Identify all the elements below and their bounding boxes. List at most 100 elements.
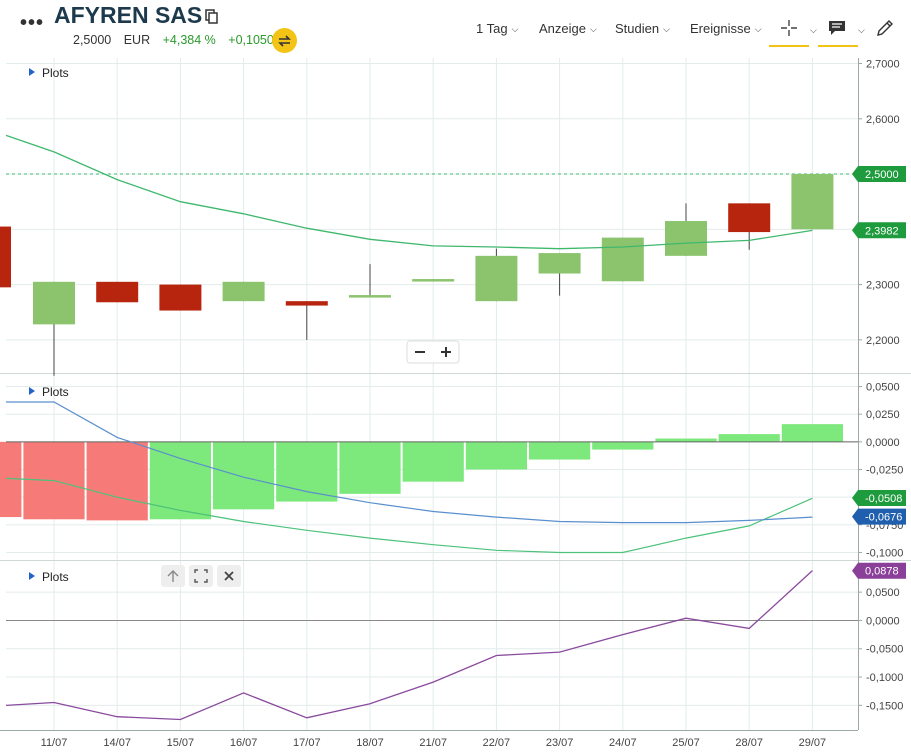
candle-body xyxy=(665,221,707,256)
chevron-down-icon: ⌵ xyxy=(589,24,597,34)
y-tick-label: -0,0250 xyxy=(866,465,903,477)
annotation-chevron-icon[interactable]: ⌵ xyxy=(858,25,865,35)
events-label: Ereignisse xyxy=(690,21,751,36)
chevron-down-icon: ⌵ xyxy=(511,24,519,34)
annotation-icon[interactable] xyxy=(828,20,846,36)
candle[interactable] xyxy=(475,248,518,302)
plots-toggle-price[interactable]: Plots xyxy=(29,66,69,80)
interval-dropdown[interactable]: 1 Tag ⌵ xyxy=(476,21,518,36)
y-tick-label: 2,6000 xyxy=(866,114,900,126)
oscillator-pane[interactable]: 0,0500 0,0000 -0,0500 -0,1000 -0,1500 0,0878 xyxy=(5,562,906,721)
last-price: 2,5000 xyxy=(73,33,112,47)
candle xyxy=(0,226,11,288)
candle[interactable] xyxy=(33,281,75,376)
y-tick-label: -0,1000 xyxy=(866,672,903,684)
candle[interactable] xyxy=(159,284,202,311)
studies-label: Studien xyxy=(615,21,660,36)
value-badge-label: 2,5000 xyxy=(865,169,899,181)
candle-body xyxy=(475,255,518,302)
x-tick-label: 22/07 xyxy=(483,737,511,749)
candle-body xyxy=(601,237,644,282)
events-dropdown[interactable]: Ereignisse ⌵ xyxy=(690,21,762,36)
chart-area[interactable]: 2,70002,60002,50002,40002,30002,20002,50… xyxy=(0,58,911,752)
x-tick-label: 21/07 xyxy=(419,737,447,749)
plus-icon xyxy=(441,347,451,357)
x-tick-label: 11/07 xyxy=(41,737,68,749)
display-label: Anzeige xyxy=(539,21,586,36)
x-tick-label: 23/07 xyxy=(546,737,574,749)
grid-lines xyxy=(0,58,911,731)
y-tick-label: -0,1000 xyxy=(866,547,903,559)
candle[interactable] xyxy=(96,281,139,303)
histogram-bar xyxy=(781,424,843,442)
histogram-bar xyxy=(592,441,654,450)
copy-icon[interactable] xyxy=(205,9,219,25)
more-menu-icon[interactable]: ••• xyxy=(20,12,45,34)
candle[interactable] xyxy=(728,203,771,250)
candle[interactable] xyxy=(412,279,455,282)
maximize-pane-button[interactable] xyxy=(189,565,213,587)
y-tick-label: 0,0000 xyxy=(866,615,900,627)
histogram-bar xyxy=(149,441,211,520)
crosshair-icon[interactable] xyxy=(780,19,798,37)
pane-controls xyxy=(161,565,241,587)
signal-badge: -0,0676 xyxy=(852,508,906,525)
chart-header: ••• AFYREN SAS 2,5000 EUR +4,384 % +0,10… xyxy=(0,0,911,58)
plots-toggle-oscillator[interactable]: Plots xyxy=(29,570,69,584)
swap-arrows-icon xyxy=(278,34,291,47)
histogram-bar xyxy=(529,441,591,460)
candle[interactable] xyxy=(349,264,391,298)
macd-pane[interactable]: 0,05000,02500,0000-0,0250-0,0500-0,0750-… xyxy=(0,382,906,560)
interval-label: 1 Tag xyxy=(476,21,508,36)
x-tick-label: 17/07 xyxy=(293,737,321,749)
x-tick-label: 28/07 xyxy=(735,737,763,749)
candle[interactable] xyxy=(285,301,328,340)
signal-line xyxy=(6,401,813,524)
display-dropdown[interactable]: Anzeige ⌵ xyxy=(539,21,597,36)
candle[interactable] xyxy=(538,253,581,296)
candle-body xyxy=(222,281,265,302)
annotation-active-indicator xyxy=(818,45,858,47)
instrument-title: AFYREN SAS xyxy=(54,2,203,28)
candle-body xyxy=(285,301,328,306)
y-tick-label: 0,0500 xyxy=(866,382,900,394)
y-tick-label: 0,0000 xyxy=(866,437,900,449)
y-tick-label: 0,0500 xyxy=(866,587,900,599)
triangle-right-icon xyxy=(29,68,35,76)
histogram-bar xyxy=(0,441,22,518)
zoom-in-button[interactable] xyxy=(434,342,458,362)
value-badge-label: -0,0676 xyxy=(865,512,902,524)
value-badge-label: 0,0878 xyxy=(865,566,899,578)
x-tick-label: 16/07 xyxy=(230,737,258,749)
candle-body xyxy=(728,203,771,233)
candle[interactable] xyxy=(791,174,834,230)
y-tick-label: 2,2000 xyxy=(866,335,900,347)
candle-body xyxy=(96,281,139,303)
x-tick-label: 15/07 xyxy=(167,737,195,749)
plots-toggle-macd[interactable]: Plots xyxy=(29,385,69,399)
price-summary: 2,5000 EUR +4,384 % +0,1050 xyxy=(73,33,283,47)
zoom-controls xyxy=(406,340,460,364)
candle[interactable] xyxy=(222,281,265,302)
oscillator-badge: 0,0878 xyxy=(852,562,906,579)
candle-body xyxy=(33,281,75,325)
crosshair-active-indicator xyxy=(769,45,809,47)
swap-button[interactable] xyxy=(272,28,297,53)
pencil-icon[interactable] xyxy=(876,19,894,37)
triangle-right-icon xyxy=(29,572,35,580)
x-axis: 11/07 14/07 15/07 16/07 17/07 18/07 21/07 22/07… xyxy=(41,737,827,749)
maximize-icon xyxy=(194,569,208,583)
plots-label: Plots xyxy=(42,570,69,584)
x-tick-label: 25/07 xyxy=(672,737,700,749)
candle[interactable] xyxy=(601,237,644,282)
value-badge-label: -0,0508 xyxy=(865,493,902,505)
studies-dropdown[interactable]: Studien ⌵ xyxy=(615,21,670,36)
histogram-bar xyxy=(655,438,717,442)
x-tick-label: 18/07 xyxy=(356,737,384,749)
candle[interactable] xyxy=(665,203,707,256)
move-pane-up-button[interactable] xyxy=(161,565,185,587)
crosshair-chevron-icon[interactable]: ⌵ xyxy=(810,25,817,35)
close-pane-button[interactable] xyxy=(217,565,241,587)
price-pane[interactable]: 2,70002,60002,50002,40002,30002,20002,50… xyxy=(0,59,906,376)
zoom-out-button[interactable] xyxy=(408,342,433,362)
